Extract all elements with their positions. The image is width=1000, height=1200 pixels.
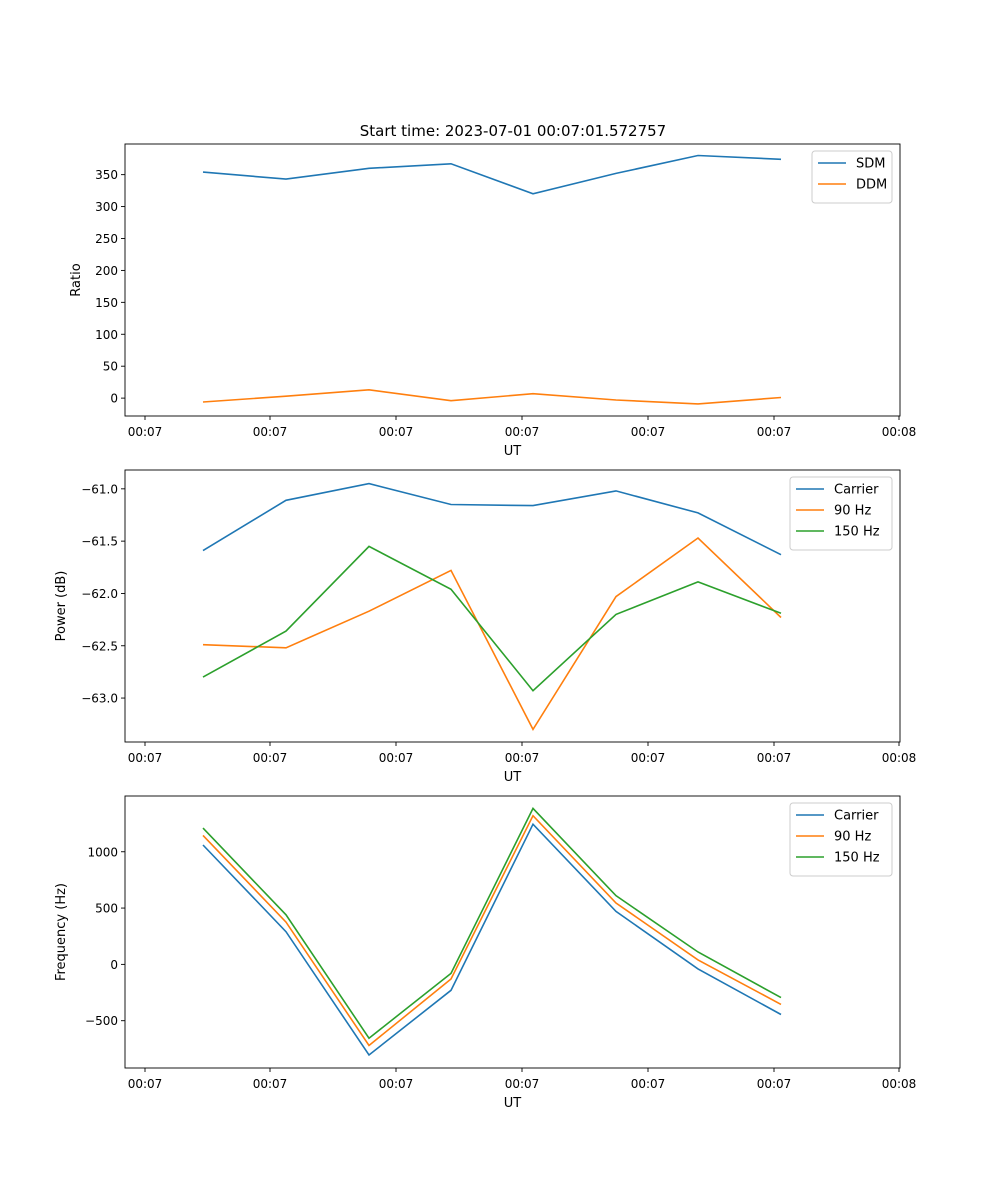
x-tick-label: 00:08 bbox=[882, 1077, 917, 1091]
legend-label: 90 Hz bbox=[834, 504, 871, 519]
chart-1: 0 50 100 150 200 250 300 350 00:07 00:07 00:07 00:0… bbox=[69, 143, 917, 459]
series-line-ddm bbox=[202, 388, 782, 405]
y-tick-label: −500 bbox=[85, 1014, 118, 1028]
legend-label: 150 Hz bbox=[834, 851, 880, 866]
legend: Carrier 90 Hz 150 Hz bbox=[789, 476, 893, 551]
y-axis-label: Frequency (Hz) bbox=[54, 883, 69, 981]
x-tick-label: 00:07 bbox=[757, 425, 792, 439]
legend-label: Carrier bbox=[834, 809, 879, 824]
legend-label: 150 Hz bbox=[834, 525, 880, 540]
axes-frame bbox=[124, 795, 901, 1069]
chart-2: −63.0 −62.5 −62.0 −61.5 −61.0 00:07 00:07 00:07… bbox=[54, 469, 917, 785]
x-tick-label: 00:07 bbox=[128, 751, 163, 765]
y-tick-label: 0 bbox=[110, 958, 118, 972]
x-tick-label: 00:07 bbox=[505, 1077, 540, 1091]
y-tick-label: −61.0 bbox=[81, 482, 118, 496]
series-line-90-hz bbox=[202, 536, 782, 732]
y-tick-label: 150 bbox=[95, 296, 118, 310]
legend-label: 90 Hz bbox=[834, 830, 871, 845]
x-axis-label: UT bbox=[504, 444, 522, 459]
y-tick-label: 1000 bbox=[87, 845, 118, 859]
series-line-150-hz bbox=[202, 545, 782, 692]
x-tick-label: 00:07 bbox=[505, 751, 540, 765]
x-tick-label: 00:07 bbox=[379, 1077, 414, 1091]
x-tick-label: 00:07 bbox=[379, 751, 414, 765]
series-line-sdm bbox=[202, 154, 782, 195]
y-tick-label: −62.0 bbox=[81, 587, 118, 601]
x-tick-label: 00:07 bbox=[631, 425, 666, 439]
y-tick-label: 300 bbox=[95, 200, 118, 214]
x-axis-label: UT bbox=[504, 770, 522, 785]
axes-frame bbox=[124, 143, 901, 417]
y-axis-label: Ratio bbox=[69, 263, 84, 296]
x-tick-label: 00:07 bbox=[505, 425, 540, 439]
x-tick-label: 00:07 bbox=[379, 425, 414, 439]
y-tick-label: −61.5 bbox=[81, 535, 118, 549]
axes-frame bbox=[124, 469, 901, 743]
legend-label: SDM bbox=[856, 157, 885, 172]
legend-label: Carrier bbox=[834, 483, 879, 498]
x-tick-label: 00:07 bbox=[757, 751, 792, 765]
x-tick-label: 00:08 bbox=[882, 751, 917, 765]
series-line-carrier bbox=[202, 482, 782, 556]
legend: SDM DDM bbox=[811, 150, 893, 204]
y-tick-label: 0 bbox=[110, 392, 118, 406]
legend: Carrier 90 Hz 150 Hz bbox=[789, 802, 893, 877]
y-tick-label: −62.5 bbox=[81, 639, 118, 653]
series-line-carrier bbox=[202, 822, 782, 1057]
x-tick-label: 00:07 bbox=[757, 1077, 792, 1091]
y-tick-label: 200 bbox=[95, 264, 118, 278]
y-tick-label: 50 bbox=[103, 360, 118, 374]
figure-title: Start time: 2023-07-01 00:07:01.572757 bbox=[360, 122, 666, 140]
y-tick-label: −63.0 bbox=[81, 692, 118, 706]
y-tick-label: 350 bbox=[95, 168, 118, 182]
x-tick-label: 00:07 bbox=[253, 425, 288, 439]
series-line-90-hz bbox=[202, 814, 782, 1047]
y-tick-label: 100 bbox=[95, 328, 118, 342]
legend-box bbox=[811, 150, 893, 204]
x-tick-label: 00:08 bbox=[882, 425, 917, 439]
x-tick-label: 00:07 bbox=[128, 1077, 163, 1091]
plots: 0 50 100 150 200 250 300 350 00:07 00:07 00:07 00:0… bbox=[54, 143, 917, 1111]
legend-label: DDM bbox=[856, 178, 887, 193]
x-tick-label: 00:07 bbox=[253, 1077, 288, 1091]
y-tick-label: 250 bbox=[95, 232, 118, 246]
y-tick-label: 500 bbox=[95, 902, 118, 916]
x-tick-label: 00:07 bbox=[253, 751, 288, 765]
x-tick-label: 00:07 bbox=[631, 751, 666, 765]
x-axis-label: UT bbox=[504, 1096, 522, 1111]
chart-3: −500 0 500 1000 00:07 00:07 00:07 00:07 00:07 00:… bbox=[54, 795, 917, 1111]
x-tick-label: 00:07 bbox=[631, 1077, 666, 1091]
y-axis-label: Power (dB) bbox=[54, 571, 69, 642]
x-tick-label: 00:07 bbox=[128, 425, 163, 439]
series-line-150-hz bbox=[202, 807, 782, 1040]
